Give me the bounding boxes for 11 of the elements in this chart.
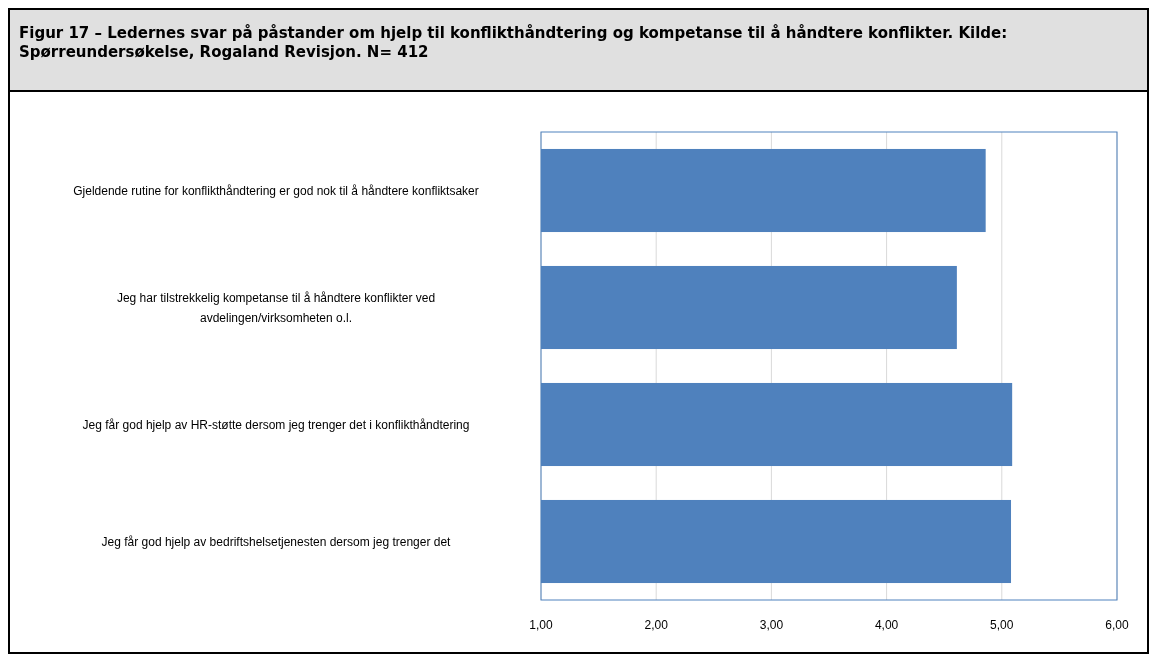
x-tick-label: 5,00 xyxy=(990,618,1014,632)
y-tick-label: Gjeldende rutine for konflikthåndtering er god nok til å håndtere konfliktsaker xyxy=(73,183,479,198)
x-tick-label: 2,00 xyxy=(644,618,669,632)
x-tick-label: 4,00 xyxy=(874,618,899,632)
x-tick-label: 1,00 xyxy=(529,618,553,632)
chart-title: Figur 17 – Ledernes svar på påstander om hjelp til konflikthåndtering og kompetanse til å håndtere konflikter. Kilde: Spørreundersøkelse, Rogaland Revisjon. N= 412 xyxy=(19,24,1008,61)
x-tick-label: 6,00 xyxy=(1105,618,1129,632)
x-tick-label: 3,00 xyxy=(759,618,784,632)
y-tick-label: Jeg får god hjelp av HR-støtte dersom jeg trenger det i konflikthåndtering xyxy=(82,417,470,432)
y-tick-label: Jeg har tilstrekkelig kompetanse til å håndtere konflikter ved avdelingen/virksomheten o.l. xyxy=(116,290,436,325)
y-tick-label: Jeg får god hjelp av bedriftshelsetjenesten dersom jeg trenger det xyxy=(101,534,452,549)
